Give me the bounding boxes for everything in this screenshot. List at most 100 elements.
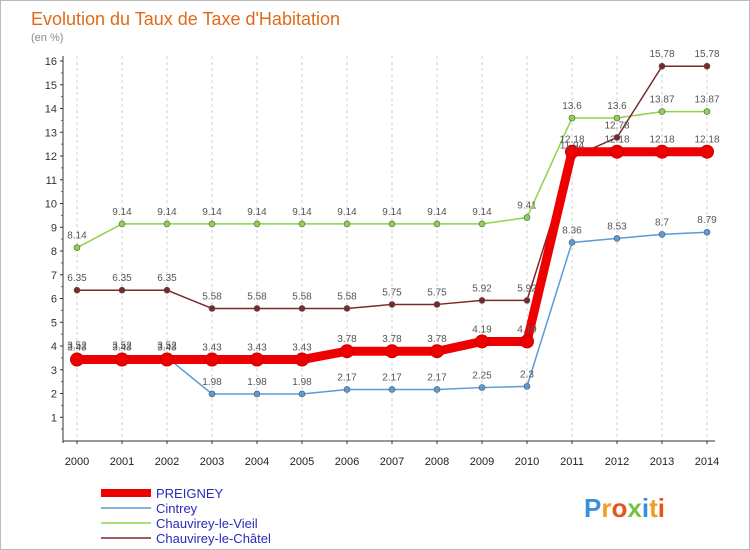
data-point-2007 [385,344,399,359]
data-label: 9.14 [202,207,222,218]
legend-label-3: Chauvirey-le-Châtel [156,531,271,546]
data-point-2003 [208,305,216,312]
data-point-2007 [388,386,396,393]
y-tick-label-8: 8 [51,246,57,258]
data-point-2008 [433,301,441,308]
data-point-2000 [70,352,84,367]
data-point-2011 [565,144,579,159]
data-label: 3.43 [292,343,312,354]
data-label: 3.78 [382,334,402,345]
data-point-2005 [298,220,306,228]
y-tick-label-5: 5 [51,317,57,329]
data-label: 9.14 [472,207,492,218]
data-point-2013 [658,108,666,115]
x-tick-label-2004: 2004 [245,456,269,468]
data-label: 13.6 [607,101,627,112]
data-point-2006 [343,220,351,228]
data-point-2004 [250,352,264,367]
y-tick-label-1: 1 [51,412,57,424]
data-label: 3.43 [157,343,177,354]
x-tick-label-2006: 2006 [335,456,359,468]
data-point-2004 [253,220,261,228]
data-point-2003 [205,352,219,367]
data-label: 1.98 [292,377,312,388]
data-label: 9.14 [112,207,132,218]
data-label: 5.92 [472,283,492,294]
data-label: 12.18 [559,135,584,146]
data-point-2004 [253,390,261,398]
x-tick-label-2011: 2011 [560,456,584,468]
data-point-2001 [115,352,129,367]
data-point-2008 [433,386,441,393]
data-label: 3.52 [67,340,87,351]
x-tick-label-2012: 2012 [605,456,629,468]
data-label: 5.92 [517,283,537,294]
data-label: 3.78 [337,334,357,345]
data-point-2006 [343,305,351,312]
data-label: 15.78 [649,49,674,60]
data-label: 6.35 [67,273,87,284]
data-point-2006 [343,386,351,393]
data-label: 9.41 [517,201,537,212]
data-label: 5.58 [337,291,357,302]
data-labels: 3.43 3.43 3.43 3.43 3.43 3.43 3.78 3.78 3.78 4.19… [67,49,720,388]
y-tick-label-9: 9 [51,222,57,234]
grid [76,56,708,441]
data-point-2001 [118,220,126,228]
data-point-2010 [520,334,534,349]
data-label: 15.78 [694,49,719,60]
logo-letter: P [584,493,601,523]
logo-letter: i [658,493,665,523]
logo-text: Proxiti [584,493,665,523]
data-label: 4.19 [472,324,492,335]
series-chauvirey-le-vieil [73,108,711,251]
x-tick-label-2009: 2009 [470,456,494,468]
data-point-2001 [118,286,126,294]
data-label: 3.78 [427,334,447,345]
data-point-2010 [523,383,531,390]
y-tick-label-15: 15 [45,80,57,92]
data-point-2013 [658,62,666,70]
y-tick-label-12: 12 [45,151,57,163]
x-tick-label-2007: 2007 [380,456,404,468]
x-tick-label-2008: 2008 [425,456,449,468]
data-point-2005 [295,352,309,367]
y-axis-label: (en %) [31,32,63,44]
x-tick-label-2001: 2001 [110,456,134,468]
data-label: 2.17 [337,372,357,383]
data-point-2000 [73,244,81,251]
data-label: 5.58 [247,291,267,302]
data-label: 13.87 [649,95,674,106]
y-tick-label-4: 4 [51,341,57,353]
y-tick-label-3: 3 [51,365,57,377]
series-preigney [70,144,714,367]
legend-label-2: Chauvirey-le-Vieil [156,516,258,531]
data-point-2008 [433,220,441,228]
series-layer [70,62,714,398]
data-label: 12.78 [604,120,629,131]
data-label: 2.3 [520,369,534,380]
data-label: 3.43 [247,343,267,354]
data-point-2005 [298,305,306,312]
data-point-2010 [523,214,531,221]
data-label: 8.36 [562,225,582,236]
data-label: 2.17 [382,372,402,383]
data-point-2009 [478,384,486,391]
data-point-2011 [568,114,576,122]
legend: PREIGNEYCintreyChauvirey-le-VieilChauvir… [101,486,271,546]
legend-label-1: Cintrey [156,501,198,516]
chart-title: Evolution du Taux de Taxe d'Habitation [31,9,340,29]
data-label: 8.79 [697,215,717,226]
logo-letter: t [649,493,658,523]
data-label: 11.94 [560,140,585,151]
logo-letter: i [642,493,649,523]
y-tick-label-2: 2 [51,389,57,401]
y-tick-label-11: 11 [46,175,57,187]
data-point-2005 [298,390,306,398]
data-point-2014 [700,144,714,159]
data-point-2002 [160,352,174,367]
data-label: 12.18 [604,135,629,146]
data-label: 9.14 [247,207,267,218]
data-label: 9.14 [427,207,447,218]
